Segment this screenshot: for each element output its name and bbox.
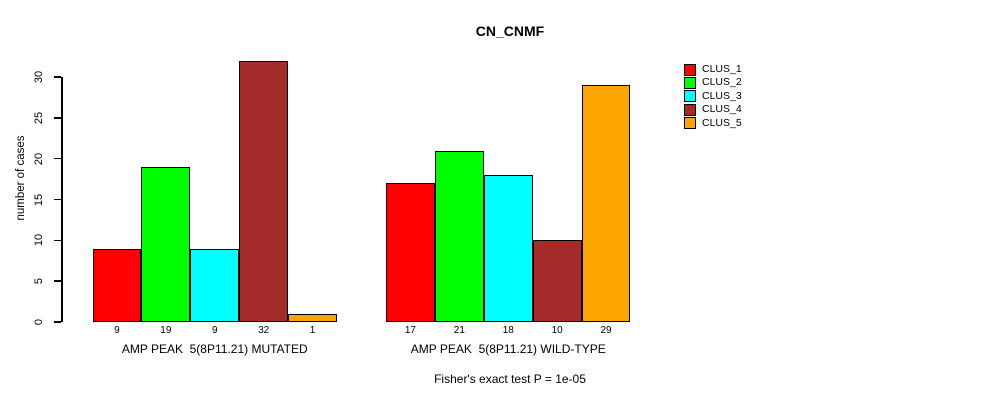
y-tick-label: 25 xyxy=(33,111,45,124)
bar-value-label: 19 xyxy=(160,325,172,336)
y-tick xyxy=(54,321,61,323)
group-label: AMP PEAK 5(8P11.21) MUTATED xyxy=(121,342,308,356)
group-label: AMP PEAK 5(8P11.21) WILD-TYPE xyxy=(410,342,606,356)
bar-CLUS_4 xyxy=(532,240,582,322)
bar-CLUS_2 xyxy=(141,166,191,322)
y-tick-label: 0 xyxy=(33,318,45,326)
annotation-text: Fisher's exact test P = 1e-05 xyxy=(434,372,586,386)
bar-value-label: 9 xyxy=(211,325,218,336)
y-axis-line xyxy=(61,77,63,322)
legend-label: CLUS_3 xyxy=(702,89,742,102)
bar-value-label: 18 xyxy=(502,325,514,336)
legend: CLUS_1 CLUS_2 CLUS_3 CLUS_4 CLUS_5 xyxy=(684,63,742,130)
legend-label: CLUS_1 xyxy=(702,63,742,75)
bar-value-label: 9 xyxy=(114,325,120,336)
bar-CLUS_3 xyxy=(483,175,533,322)
bar-value-label: 1 xyxy=(309,325,316,336)
y-tick-label: 30 xyxy=(33,70,45,84)
y-tick xyxy=(54,117,61,119)
legend-label: CLUS_2 xyxy=(702,76,742,89)
bar-value-label: 29 xyxy=(600,325,612,336)
legend-swatch xyxy=(684,63,696,76)
bar-CLUS_1 xyxy=(386,183,435,322)
chart-title: CN_CNMF xyxy=(475,23,545,39)
legend-item: CLUS_2 xyxy=(684,76,742,90)
y-tick-label: 5 xyxy=(33,278,45,285)
bar-CLUS_1 xyxy=(92,248,142,322)
y-tick xyxy=(54,239,61,242)
y-tick xyxy=(54,76,61,78)
bar-CLUS_4 xyxy=(239,60,289,322)
y-tick xyxy=(54,280,61,282)
y-axis-label: number of cases xyxy=(15,135,27,221)
legend-swatch xyxy=(684,117,696,130)
legend-item: CLUS_1 xyxy=(684,63,742,76)
bar-value-label: 10 xyxy=(551,325,563,336)
y-tick-label: 20 xyxy=(33,152,45,165)
bar-CLUS_2 xyxy=(434,150,484,322)
y-tick-label: 10 xyxy=(33,234,45,247)
legend-swatch xyxy=(684,77,696,90)
legend-label: CLUS_5 xyxy=(702,116,742,129)
bar-value-label: 17 xyxy=(404,325,416,336)
bar-CLUS_3 xyxy=(190,248,240,322)
bar-CLUS_5 xyxy=(288,313,337,322)
legend-swatch xyxy=(684,90,696,103)
legend-item: CLUS_5 xyxy=(684,117,742,130)
y-tick-label: 15 xyxy=(33,193,45,206)
y-tick xyxy=(54,157,61,160)
legend-item: CLUS_4 xyxy=(684,103,742,116)
legend-label: CLUS_4 xyxy=(702,103,742,116)
bar-value-label: 32 xyxy=(258,325,270,336)
y-tick xyxy=(54,198,61,201)
bar-value-label: 21 xyxy=(453,325,465,336)
legend-swatch xyxy=(684,103,696,116)
bar-CLUS_5 xyxy=(581,85,631,322)
legend-item: CLUS_3 xyxy=(684,90,742,103)
